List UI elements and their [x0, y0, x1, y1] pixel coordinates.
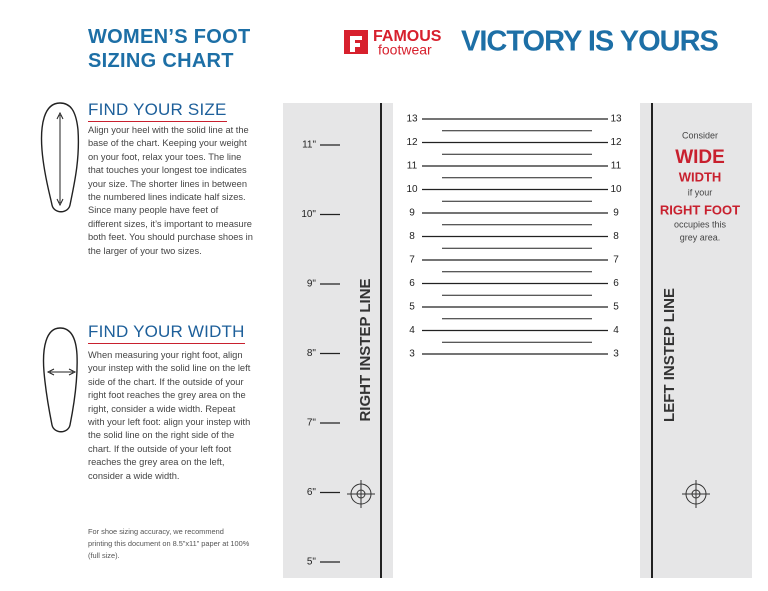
size-label: 3 — [409, 349, 415, 360]
size-label: 13 — [610, 114, 622, 125]
arrow — [56, 111, 64, 207]
paragraph: When measuring your right foot, align yo… — [88, 350, 251, 481]
inch-label: 9" — [307, 279, 317, 290]
section-heading: FIND YOUR SIZE — [88, 100, 227, 122]
size-label: 3 — [613, 349, 619, 360]
size-label: 10 — [610, 184, 622, 195]
note: occupies this — [674, 219, 727, 229]
tagline: VICTORY IS YOURS — [461, 26, 719, 58]
size-label: 4 — [613, 325, 619, 336]
size-label: 11 — [407, 161, 418, 172]
title: SIZING CHART — [88, 50, 234, 72]
instep-label: LEFT INSTEP LINE — [661, 288, 678, 422]
size-label: 13 — [406, 114, 418, 125]
note: grey area. — [680, 232, 721, 242]
size-label: 9 — [409, 208, 415, 219]
inch-label: 10" — [301, 209, 316, 220]
note: WIDTH — [679, 169, 722, 184]
size-label: 8 — [409, 231, 415, 242]
note: RIGHT FOOT — [660, 202, 740, 217]
size-label: 9 — [613, 208, 619, 219]
size-label: 7 — [613, 255, 619, 266]
instep-label: RIGHT INSTEP LINE — [357, 278, 374, 421]
size-label: 12 — [406, 137, 418, 148]
size-label: 6 — [409, 278, 415, 289]
size-label: 10 — [406, 184, 418, 195]
foot-icon — [40, 102, 80, 213]
size-label: 5 — [409, 302, 415, 313]
grey-area — [283, 103, 393, 578]
paragraph: Align your heel with the solid line at t… — [88, 125, 253, 256]
size-label: 6 — [613, 278, 619, 289]
title: WOMEN’S FOOT — [88, 26, 251, 48]
note: Consider — [682, 130, 718, 140]
section-heading: FIND YOUR WIDTH — [88, 322, 245, 344]
logo-icon — [350, 36, 362, 52]
size-label: 8 — [613, 231, 619, 242]
size-label: 12 — [610, 137, 622, 148]
size-label: 11 — [611, 161, 622, 172]
inch-label: 11" — [302, 140, 316, 151]
inch-label: 5" — [307, 557, 317, 568]
crosshair — [347, 480, 710, 508]
size-label: 7 — [409, 255, 415, 266]
note: if your — [688, 187, 713, 197]
inch-label: 7" — [307, 418, 317, 429]
inch-label: 6" — [307, 487, 317, 498]
size-label: 4 — [409, 325, 415, 336]
brand: footwear — [378, 42, 432, 58]
note: WIDE — [675, 147, 725, 168]
size-label: 5 — [613, 302, 619, 313]
footnote: For shoe sizing accuracy, we recommend p… — [88, 527, 250, 561]
inch-label: 8" — [307, 348, 317, 359]
logo-icon — [344, 30, 368, 54]
brand: FAMOUS — [373, 28, 442, 45]
arrow — [46, 368, 77, 376]
foot-icon — [42, 327, 78, 433]
